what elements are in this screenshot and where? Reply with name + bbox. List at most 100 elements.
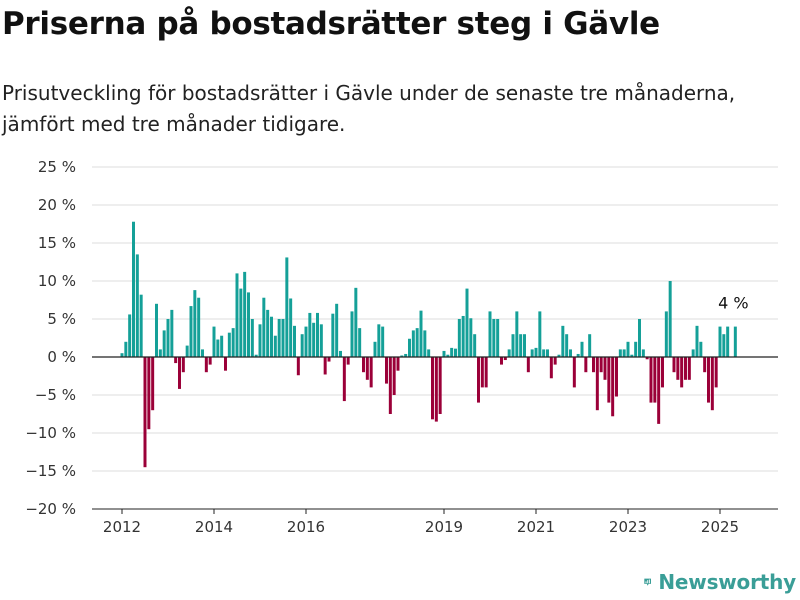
axes [92, 356, 778, 510]
bar [611, 357, 615, 417]
bar [549, 357, 553, 379]
bar [461, 315, 465, 357]
bar [158, 349, 162, 357]
bar [496, 319, 500, 357]
bar [135, 254, 139, 357]
y-tick-label: 5 % [47, 310, 76, 328]
bar [411, 330, 415, 357]
bar [231, 328, 235, 357]
bar [733, 326, 737, 357]
bar [634, 341, 638, 357]
bar [335, 303, 339, 357]
bar [638, 319, 641, 357]
bar [193, 290, 197, 357]
y-tick-label: −20 % [25, 500, 76, 518]
bar [250, 319, 254, 357]
bar [603, 357, 607, 380]
bar [247, 292, 250, 357]
bar [668, 281, 672, 357]
bar [423, 330, 427, 357]
bar [726, 326, 730, 357]
bar [204, 357, 208, 373]
bar [576, 353, 580, 357]
bar [293, 325, 296, 357]
bar [319, 324, 323, 357]
bar [538, 311, 542, 357]
bar [714, 357, 718, 388]
bar [672, 357, 676, 373]
bar [488, 311, 492, 357]
bar [695, 325, 699, 357]
bar [553, 357, 557, 365]
bar [480, 357, 484, 388]
bar [377, 324, 381, 357]
bar [147, 357, 151, 430]
bar [369, 357, 373, 388]
x-tick-label: 2014 [195, 518, 233, 536]
bar [323, 357, 327, 375]
y-tick-label: −15 % [25, 462, 76, 480]
bar [208, 357, 212, 365]
bar [595, 357, 599, 411]
bar [569, 349, 572, 357]
bar [342, 357, 346, 402]
x-tick-label: 2025 [701, 518, 739, 536]
bar [641, 349, 645, 357]
bar [385, 357, 388, 384]
x-axis-ticks: 2012 2014 2016 2019 2021 2023 2025 [103, 509, 739, 536]
bar [254, 354, 258, 357]
bar [166, 319, 170, 357]
bar [396, 357, 400, 371]
bar [664, 311, 668, 357]
bar [722, 334, 726, 357]
bar [484, 357, 488, 388]
y-tick-label: 25 % [38, 158, 76, 176]
bar [684, 357, 687, 380]
bar [572, 357, 576, 388]
bar [373, 341, 377, 357]
x-tick-label: 2012 [103, 518, 141, 536]
bar [415, 328, 419, 357]
y-tick-label: 15 % [38, 234, 76, 252]
bar [258, 324, 262, 357]
bar [450, 347, 454, 357]
bar [224, 357, 227, 371]
bar [618, 349, 622, 357]
bar [189, 306, 193, 357]
bar [599, 357, 603, 373]
y-tick-label: 10 % [38, 272, 76, 290]
bar [630, 354, 634, 357]
bar [588, 334, 592, 357]
bar [561, 325, 565, 357]
bar [427, 349, 431, 357]
bar [500, 357, 503, 365]
bar [185, 345, 189, 357]
bar [262, 297, 266, 357]
bar [266, 309, 270, 357]
bar [155, 303, 158, 357]
bar [434, 357, 438, 422]
bar [626, 341, 630, 357]
x-tick-label: 2021 [517, 518, 555, 536]
bar [400, 355, 404, 357]
bar [124, 341, 128, 357]
bar [281, 319, 285, 357]
bar [235, 273, 239, 357]
brand-name: Newsworthy [658, 570, 796, 594]
bar [132, 221, 135, 357]
bar [699, 341, 703, 357]
bar [419, 310, 423, 357]
bar [442, 350, 446, 357]
bar [526, 357, 530, 373]
bar [381, 326, 385, 357]
bar [530, 349, 534, 357]
bar [477, 357, 480, 403]
bar [312, 322, 316, 357]
bar [707, 357, 710, 403]
bar [431, 357, 434, 420]
bar [170, 309, 174, 357]
bar [622, 349, 626, 357]
bar [273, 335, 277, 357]
bar [243, 271, 247, 357]
bar [289, 298, 293, 357]
